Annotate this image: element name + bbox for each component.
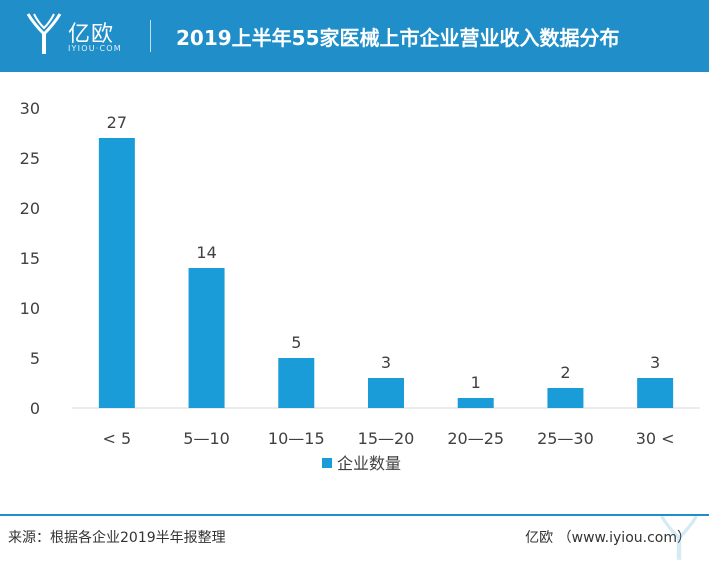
y-tick-label: 25 [20, 149, 40, 168]
watermark-logo-icon [660, 515, 698, 560]
x-tick-label: 30 < [636, 429, 675, 448]
data-label: 14 [196, 243, 216, 262]
x-tick-label: < 5 [103, 429, 132, 448]
x-tick-label: 10—15 [268, 429, 325, 448]
source-note: 来源：根据各企业2019半年报整理 [8, 530, 226, 546]
brand-domain: IYIOU·COM [68, 44, 122, 53]
legend-swatch [322, 458, 332, 468]
data-label: 27 [107, 113, 127, 132]
header-divider [150, 20, 151, 52]
y-tick-label: 0 [30, 399, 40, 418]
bar [457, 398, 494, 408]
brand-name: 亿欧 [68, 22, 115, 47]
legend-label: 企业数量 [337, 454, 401, 473]
y-tick-label: 20 [20, 199, 40, 218]
x-tick-label: 15—20 [358, 429, 415, 448]
page-title: 2019上半年55家医械上市企业营业收入数据分布 [176, 26, 620, 50]
y-tick-label: 10 [20, 299, 40, 318]
bar-chart: 0 5 10 15 20 25 30 27 < 5 14 5—10 5 10—15 3 15—20 1 20—2… [20, 99, 700, 473]
y-tick-label: 15 [20, 249, 40, 268]
header-banner: 亿欧 IYIOU·COM 2019上半年55家医械上市企业营业收入数据分布 [0, 0, 709, 72]
yiou-logo-icon [26, 13, 62, 54]
x-tick-label: 20—25 [447, 429, 504, 448]
bar [278, 358, 315, 408]
bar [98, 138, 135, 408]
bar [188, 268, 225, 408]
data-label: 3 [650, 353, 660, 372]
bar [637, 378, 674, 408]
x-tick-label: 25—30 [537, 429, 594, 448]
y-tick-label: 30 [20, 99, 40, 118]
data-label: 5 [291, 333, 301, 352]
data-label: 1 [471, 373, 481, 392]
data-label: 2 [560, 363, 570, 382]
brand-logo: 亿欧 IYIOU·COM [24, 10, 144, 62]
y-tick-label: 5 [30, 349, 40, 368]
data-label: 3 [381, 353, 391, 372]
footer-divider [0, 514, 709, 516]
bar [547, 388, 584, 408]
bar [368, 378, 404, 408]
credit-note: 亿欧 （www.iyiou.com） [525, 530, 691, 546]
x-tick-label: 5—10 [183, 429, 230, 448]
